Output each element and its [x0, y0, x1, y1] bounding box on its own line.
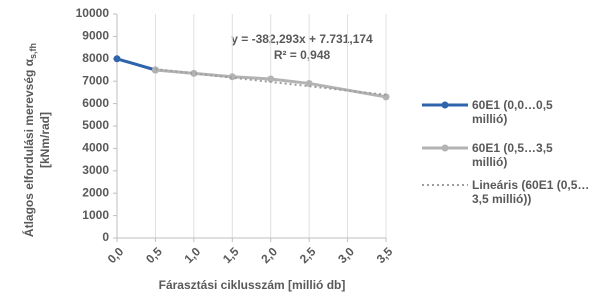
legend-swatch — [422, 101, 468, 109]
trend-r2: R² = 0,948 — [274, 48, 331, 62]
legend-marker — [441, 101, 449, 109]
legend-swatch — [422, 144, 468, 152]
trend-equation: y = -382,293x + 7.731,174 — [231, 32, 373, 46]
legend-swatch — [422, 184, 468, 186]
data-point — [190, 69, 198, 77]
y-tick-label: 1000 — [82, 208, 109, 222]
legend-label: 60E1 (0,5…3,5 millió) — [472, 141, 553, 169]
data-line — [116, 57, 156, 72]
legend-entry: 60E1 (0,5…3,5 millió) — [420, 141, 595, 169]
legend-entry: Lineáris (60E1 (0,5…3,5 millió)) — [420, 178, 595, 206]
x-tick-label: 1,0 — [182, 244, 204, 266]
legend-marker — [441, 144, 449, 152]
data-line — [155, 68, 387, 99]
x-tick-label: 2,5 — [297, 244, 319, 266]
x-tick-label: 0,5 — [143, 244, 165, 266]
data-point — [267, 75, 275, 83]
trend-line — [155, 68, 387, 96]
data-point — [113, 55, 121, 63]
y-axis-title-main: Átlagos elfordulási merevség α — [21, 58, 36, 237]
y-axis-unit: [kNm/rad] — [38, 112, 52, 168]
y-axis-title-sub: s,fh — [28, 43, 38, 59]
y-tick-label: 9000 — [82, 29, 109, 43]
data-point — [305, 79, 313, 87]
x-tick-label: 2,0 — [258, 244, 280, 266]
y-tick-label: 4000 — [82, 141, 109, 155]
y-tick-label: 3000 — [82, 163, 109, 177]
y-tick-label: 5000 — [82, 118, 109, 132]
legend-label: 60E1 (0,0…0,5 millió) — [472, 98, 553, 126]
x-tick-label: 3,5 — [374, 244, 396, 266]
legend-label: Lineáris (60E1 (0,5…3,5 millió)) — [472, 178, 590, 206]
y-axis-title: Átlagos elfordulási merevség αs,fh — [21, 43, 38, 237]
y-tick-label: 10000 — [76, 6, 110, 20]
x-tick-label: 3,0 — [335, 244, 357, 266]
x-tick-label: 1,5 — [220, 244, 242, 266]
y-tick-label: 7000 — [82, 73, 109, 87]
x-tick-label: 0,0 — [105, 244, 127, 266]
data-point — [228, 73, 236, 81]
x-axis-title: Fárasztási ciklusszám [millió db] — [159, 278, 346, 292]
y-tick-label: 6000 — [82, 96, 109, 110]
y-tick-label: 2000 — [82, 185, 109, 199]
y-tick-label: 8000 — [82, 51, 109, 65]
y-tick-label: 0 — [102, 230, 109, 244]
legend-entry: 60E1 (0,0…0,5 millió) — [420, 98, 595, 126]
